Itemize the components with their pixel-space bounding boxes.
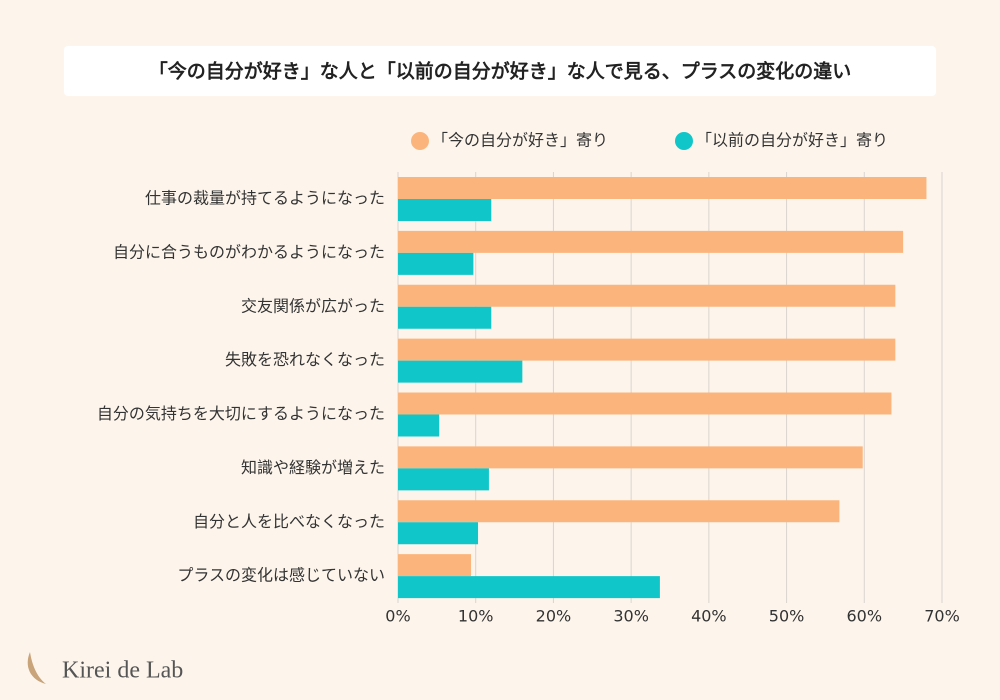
bar [398, 576, 660, 599]
y-tick-label: 失敗を恐れなくなった [225, 350, 385, 369]
chart-title: 「今の自分が好き」な人と「以前の自分が好き」な人で見る、プラスの変化の違い [149, 60, 852, 83]
bar [398, 554, 472, 577]
x-tick-label: 20% [536, 607, 572, 626]
logo: Kirei de Lab [62, 658, 183, 684]
y-tick-label: 仕事の裁量が持てるようになった [145, 189, 385, 208]
logo-icon [27, 652, 46, 684]
bar [398, 522, 479, 545]
bar [398, 500, 840, 523]
bar [398, 230, 904, 253]
legend-marker [675, 132, 693, 150]
y-tick-label: プラスの変化は感じていない [177, 566, 385, 585]
bar [398, 284, 896, 307]
bar [398, 199, 492, 221]
bar [398, 414, 440, 437]
x-tick-label: 50% [769, 607, 805, 626]
x-tick-label: 40% [691, 607, 727, 626]
legend-marker [411, 132, 429, 150]
y-tick-label: 自分に合うものがわかるようになった [113, 242, 385, 261]
bar [398, 360, 523, 383]
y-tick-label: 自分の気持ちを大切にするようになった [97, 404, 385, 423]
x-tick-label: 0% [385, 607, 410, 626]
title-box [64, 46, 936, 96]
y-tick-label: 知識や経験が増えた [241, 458, 385, 477]
bar [398, 252, 474, 275]
bar [398, 392, 892, 415]
bar [398, 468, 489, 491]
x-tick-label: 10% [458, 607, 494, 626]
bar [398, 446, 863, 469]
legend-label: 「今の自分が好き」寄り [432, 131, 608, 150]
bar [398, 177, 927, 199]
x-tick-label: 70% [924, 607, 960, 626]
bar [398, 338, 896, 361]
x-tick-label: 60% [847, 607, 883, 626]
legend-label: 「以前の自分が好き」寄り [696, 131, 888, 150]
x-tick-label: 30% [613, 607, 649, 626]
bar [398, 306, 492, 329]
y-tick-label: 自分と人を比べなくなった [193, 512, 385, 531]
y-tick-label: 交友関係が広がった [241, 296, 385, 315]
